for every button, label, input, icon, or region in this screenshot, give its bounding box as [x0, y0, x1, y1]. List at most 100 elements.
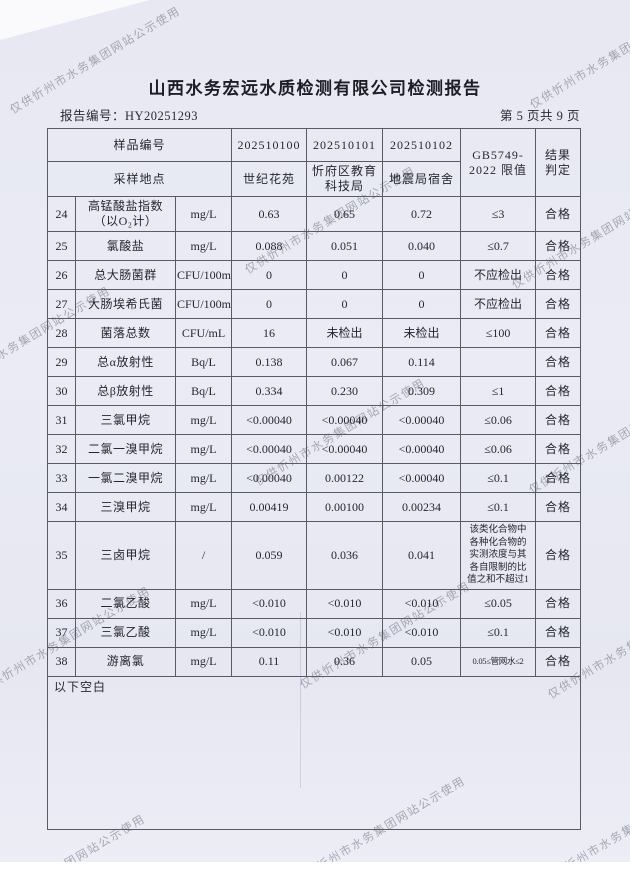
sample2-value: 0.230 [306, 376, 384, 406]
sample3-value: 0 [382, 260, 462, 290]
scan-corner-artifact [0, 0, 150, 40]
sample2-value: 0.036 [306, 521, 384, 590]
param-name: 三氯甲烷 [75, 405, 176, 435]
param-unit: / [174, 521, 233, 590]
results-table: 样品编号 202510100 202510101 202510102 GB574… [46, 128, 582, 830]
result-value: 合格 [535, 405, 582, 435]
param-unit: Bq/L [174, 376, 233, 406]
sample2-value: 未检出 [306, 318, 384, 348]
sample1-value: 0 [231, 260, 308, 290]
row-number: 30 [47, 376, 76, 406]
param-name: 三卤甲烷 [75, 521, 176, 590]
sample3-value: 0.00234 [382, 492, 462, 522]
result-value: 合格 [535, 260, 582, 290]
sample3-value: <0.010 [382, 617, 462, 648]
sample2-value: 0.051 [306, 231, 384, 261]
row-number: 33 [47, 463, 76, 493]
limit-value: ≤3 [460, 196, 537, 232]
sample3-value: 未检出 [382, 318, 462, 348]
result-value: 合格 [535, 231, 582, 261]
row-number: 27 [47, 289, 76, 319]
param-name: 总β放射性 [75, 376, 176, 406]
sample-id-3: 202510102 [382, 128, 462, 162]
table-row: 37 三氯乙酸 mg/L <0.010 <0.010 <0.010 ≤0.1 合格 [47, 617, 582, 648]
row-number: 36 [47, 588, 76, 619]
sample3-value: 0.114 [382, 347, 462, 377]
sample1-value: 0.63 [231, 196, 308, 232]
sample1-value: <0.010 [231, 617, 308, 648]
param-unit: mg/L [174, 231, 233, 261]
param-name: 总α放射性 [75, 347, 176, 377]
result-value: 合格 [535, 617, 582, 648]
sample2-value: 0 [306, 289, 384, 319]
sample-id-1: 202510100 [231, 128, 308, 162]
sample3-value: <0.010 [382, 588, 462, 619]
sample2-value: 0.65 [306, 196, 384, 232]
sample2-value: <0.010 [306, 617, 384, 648]
sample3-value: 0 [382, 289, 462, 319]
sample3-value: <0.00040 [382, 463, 462, 493]
param-name: 总大肠菌群 [75, 260, 176, 290]
row-number: 34 [47, 492, 76, 522]
param-unit: mg/L [174, 405, 233, 435]
limit-value: 不应检出 [460, 260, 537, 290]
limit-value: ≤100 [460, 318, 537, 348]
param-unit: CFU/100mL [174, 289, 233, 319]
row-number: 37 [47, 617, 76, 648]
sample1-value: 0.11 [231, 646, 308, 677]
table-row: 32 二氯一溴甲烷 mg/L <0.00040 <0.00040 <0.00040 ≤0.0… [47, 434, 582, 464]
param-name: 氯酸盐 [75, 231, 176, 261]
param-unit: mg/L [174, 617, 233, 648]
result-value: 合格 [535, 347, 582, 377]
row-number: 35 [47, 521, 76, 590]
table-row: 31 三氯甲烷 mg/L <0.00040 <0.00040 <0.00040 ≤0.06 合… [47, 405, 582, 435]
param-name: 高锰酸盐指数 （以O₂计） [75, 196, 176, 232]
result-value: 合格 [535, 376, 582, 406]
report-meta: 报告编号：HY20251293 第 5 页共 9 页 [60, 105, 580, 124]
limit-value: 该类化合物中 各种化合物的 实测浓度与其 各自限制的比 值之和不超过1 [460, 521, 537, 590]
limit-value: 0.05≤管网水≤2 [460, 646, 537, 677]
limit-value: ≤1 [460, 376, 537, 406]
sample3-value: 0.05 [382, 646, 462, 677]
sample-id-2: 202510101 [306, 128, 384, 162]
location-2: 忻府区教育 科技局 [306, 161, 384, 197]
table-row: 36 二氯乙酸 mg/L <0.010 <0.010 <0.010 ≤0.05 合格 [47, 588, 582, 619]
row-number: 31 [47, 405, 76, 435]
result-value: 合格 [535, 521, 582, 590]
param-unit: mg/L [174, 492, 233, 522]
blank-row: 以下空白 [46, 675, 582, 830]
header-row-sample-id: 样品编号 202510100 202510101 202510102 GB574… [46, 128, 582, 197]
param-name: 三氯乙酸 [75, 617, 176, 648]
sample1-value: <0.010 [231, 588, 308, 619]
sample2-value: 0.00122 [306, 463, 384, 493]
sample1-value: 0.059 [231, 521, 308, 590]
param-unit: CFU/mL [174, 318, 233, 348]
row-number: 38 [47, 646, 76, 677]
param-unit: mg/L [174, 646, 233, 677]
sample3-value: 0.040 [382, 231, 462, 261]
result-value: 合格 [535, 588, 582, 619]
location-1: 世纪花苑 [231, 161, 308, 197]
sample1-value: 16 [231, 318, 308, 348]
limit-value: ≤0.1 [460, 617, 537, 648]
report-title: 山西水务宏远水质检测有限公司检测报告 [148, 79, 482, 98]
param-unit: Bq/L [174, 347, 233, 377]
blank-note: 以下空白 [46, 675, 582, 830]
results-tbody: 24 高锰酸盐指数 （以O₂计） mg/L 0.63 0.65 0.72 ≤3 合格 25 氯酸盐… [46, 196, 582, 830]
sample3-value: <0.00040 [382, 434, 462, 464]
table-row: 34 三溴甲烷 mg/L 0.00419 0.00100 0.00234 ≤0.1 合格 [47, 492, 582, 522]
row-number: 25 [47, 231, 76, 261]
param-name: 大肠埃希氏菌 [75, 289, 176, 319]
watermark-text: 仅供忻州市水务集团网站公示使用 [8, 5, 183, 117]
result-header: 结果 判定 [535, 128, 582, 197]
param-unit: mg/L [174, 434, 233, 464]
limit-value: ≤0.06 [460, 405, 537, 435]
result-value: 合格 [535, 646, 582, 677]
row-number: 29 [47, 347, 76, 377]
param-unit: mg/L [174, 463, 233, 493]
table-row: 33 一氯二溴甲烷 mg/L <0.00040 0.00122 <0.00040 ≤0.1 合… [47, 463, 582, 493]
result-value: 合格 [535, 492, 582, 522]
result-value: 合格 [535, 463, 582, 493]
param-name: 二氯一溴甲烷 [75, 434, 176, 464]
